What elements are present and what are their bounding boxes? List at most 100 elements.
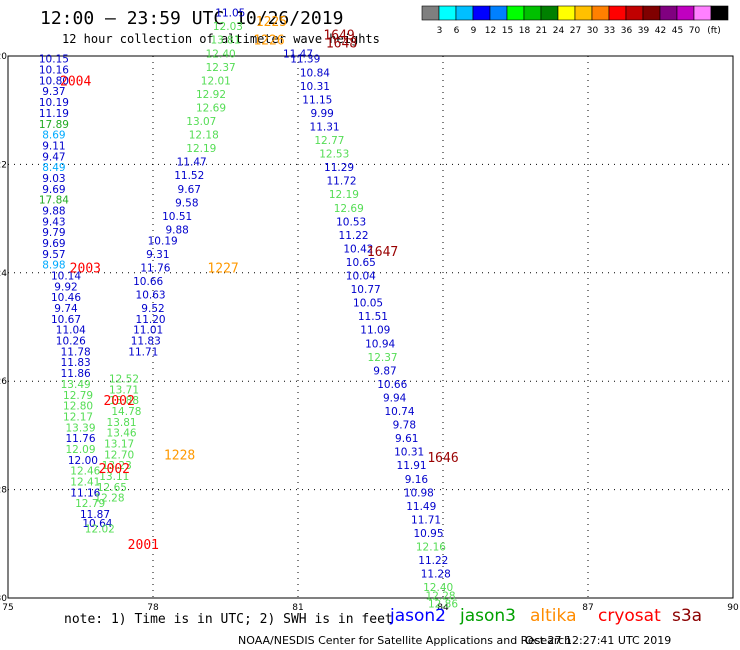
wave-height-value: 12.80 xyxy=(63,401,93,413)
wave-height-value: 12.79 xyxy=(75,498,105,510)
legend-tick-label: 3 xyxy=(437,26,443,36)
wave-height-value: 11.76 xyxy=(140,262,170,274)
wave-height-value: 10.95 xyxy=(413,528,443,540)
wave-height-value: 9.16 xyxy=(405,474,429,486)
wave-height-value: 10.66 xyxy=(133,276,163,288)
legend-tick-label: 27 xyxy=(570,26,581,36)
wave-height-value: 11.52 xyxy=(174,170,204,182)
wave-height-value: 8.49 xyxy=(42,162,65,174)
pass-number-label: 1648 xyxy=(326,36,357,51)
legend-tick-label: 39 xyxy=(638,26,650,36)
wave-height-value: 10.51 xyxy=(162,211,192,223)
latitude-tick-label: -26 xyxy=(0,377,7,387)
wave-height-value: 11.51 xyxy=(358,311,388,323)
pass-number-label: 2004 xyxy=(60,74,91,89)
wave-height-value: 11.20 xyxy=(136,314,166,326)
wave-height-value: 11.15 xyxy=(302,94,332,106)
legend-tick-label: 24 xyxy=(553,26,565,36)
pass-number-label: 2001 xyxy=(128,538,159,553)
wave-height-value: 12.40 xyxy=(423,582,453,594)
wave-height-value: 11.83 xyxy=(131,336,161,348)
pass-number-label: 2003 xyxy=(70,261,101,276)
wave-height-value: 9.69 xyxy=(42,238,65,250)
wave-height-value: 9.94 xyxy=(383,392,407,404)
wave-height-value: 11.29 xyxy=(324,162,354,174)
wave-height-value: 12.28 xyxy=(426,590,456,602)
wave-height-value: 9.99 xyxy=(310,108,333,120)
wave-height-value: 12.03 xyxy=(213,21,243,33)
wave-height-value: 13.81 xyxy=(210,35,240,47)
wave-height-value: 12.17 xyxy=(63,411,93,423)
satellite-label-s3a: s3a xyxy=(672,606,703,626)
wave-height-value: 12.01 xyxy=(201,75,231,87)
satellite-label-jason2: jason2 xyxy=(390,606,446,626)
wave-height-value: 10.66 xyxy=(377,379,407,391)
longitude-tick-label: 81 xyxy=(292,603,303,610)
pass-number-label: 1226 xyxy=(253,34,284,49)
legend-tick-label: 6 xyxy=(454,26,460,36)
longitude-tick-label: 75 xyxy=(2,603,13,610)
pass-number-label: 1227 xyxy=(207,261,238,276)
wave-height-value: 11.31 xyxy=(310,121,340,133)
wave-height-value: 10.80 xyxy=(39,75,69,87)
wave-height-value: 10.14 xyxy=(51,271,81,283)
map-title: 12:00 – 23:59 UTC 10/26/2019 xyxy=(40,8,344,29)
wave-height-value: 10.31 xyxy=(394,447,424,459)
wave-height-value: 9.37 xyxy=(42,86,65,98)
wave-height-value: 9.74 xyxy=(54,303,78,315)
wave-height-value: 17.84 xyxy=(39,195,69,207)
wave-height-value: 9.52 xyxy=(141,303,164,315)
wave-height-value: 11.28 xyxy=(421,569,451,581)
wave-height-value: 12.69 xyxy=(196,102,226,114)
wave-height-value: 11.86 xyxy=(61,368,91,380)
legend-unit: (ft) xyxy=(707,26,721,36)
pass-number-label: 1228 xyxy=(164,448,195,463)
wave-height-value: 9.58 xyxy=(175,197,198,209)
wave-height-value: 13.23 xyxy=(102,460,132,472)
wave-height-value: 11.91 xyxy=(397,460,427,472)
legend-tick-label: 45 xyxy=(672,26,683,36)
wave-height-value: 11.87 xyxy=(80,509,110,521)
wave-height-value: 8.98 xyxy=(42,260,65,272)
wave-height-value: 12.40 xyxy=(206,48,236,60)
wave-height-value: 13.46 xyxy=(107,428,137,440)
longitude-tick-label: 84 xyxy=(437,603,449,610)
longitude-tick-label: 90 xyxy=(727,603,739,610)
wave-height-value: 11.83 xyxy=(61,357,91,369)
wave-height-value: 10.26 xyxy=(56,336,86,348)
longitude-tick-label: 78 xyxy=(147,603,159,610)
pass-number-label: 1649 xyxy=(323,28,354,43)
wave-height-value: 10.94 xyxy=(365,338,395,350)
pass-number-label: 1225 xyxy=(256,15,287,30)
wave-height-value: 10.98 xyxy=(404,487,434,499)
wave-height-value: 11.19 xyxy=(39,108,69,120)
wave-height-value: 12.02 xyxy=(85,524,115,536)
wave-height-value: 10.64 xyxy=(82,518,112,530)
wave-height-value: 9.79 xyxy=(42,227,65,239)
map-frame xyxy=(7,55,734,599)
wave-height-value: 9.03 xyxy=(42,173,65,185)
wave-height-value: 9.43 xyxy=(42,216,65,228)
legend-swatch xyxy=(710,5,729,21)
wave-height-value: 9.87 xyxy=(373,365,396,377)
wave-height-value: 11.47 xyxy=(177,157,207,169)
wave-height-value: 11.49 xyxy=(406,501,436,513)
wave-height-value: 12.19 xyxy=(186,143,216,155)
wave-height-value: 11.72 xyxy=(326,176,356,188)
wave-height-value: 12.18 xyxy=(189,130,219,142)
wave-height-value: 10.19 xyxy=(148,235,178,247)
wave-height-value: 13.11 xyxy=(99,471,129,483)
wave-height-value: 10.16 xyxy=(39,65,69,77)
legend-tick-label: 15 xyxy=(502,26,513,36)
wave-height-value: 10.05 xyxy=(353,298,383,310)
credit-line: NOAA/NESDIS Center for Satellite Applica… xyxy=(238,634,572,647)
pass-number-label: 1646 xyxy=(427,451,458,466)
wave-height-value: 13.39 xyxy=(65,422,95,434)
wave-height-value: 12.28 xyxy=(94,493,124,505)
latitude-tick-label: -20 xyxy=(0,52,7,62)
wave-height-value: 10.31 xyxy=(300,81,330,93)
legend-tick-label: 21 xyxy=(536,26,547,36)
generated-timestamp: Oct 27 12:27:41 UTC 2019 xyxy=(525,634,672,647)
pass-number-label: 1647 xyxy=(367,245,398,260)
wave-height-value: 9.31 xyxy=(146,249,169,261)
